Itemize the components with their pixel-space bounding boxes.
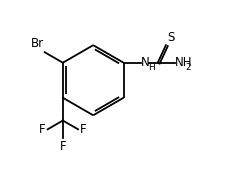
- Text: S: S: [167, 31, 174, 44]
- Text: N: N: [141, 56, 150, 69]
- Text: 2: 2: [185, 63, 191, 72]
- Text: H: H: [148, 63, 154, 72]
- Text: NH: NH: [175, 56, 193, 69]
- Text: F: F: [60, 140, 66, 153]
- Text: Br: Br: [31, 37, 44, 50]
- Text: F: F: [39, 123, 46, 136]
- Text: F: F: [80, 123, 86, 136]
